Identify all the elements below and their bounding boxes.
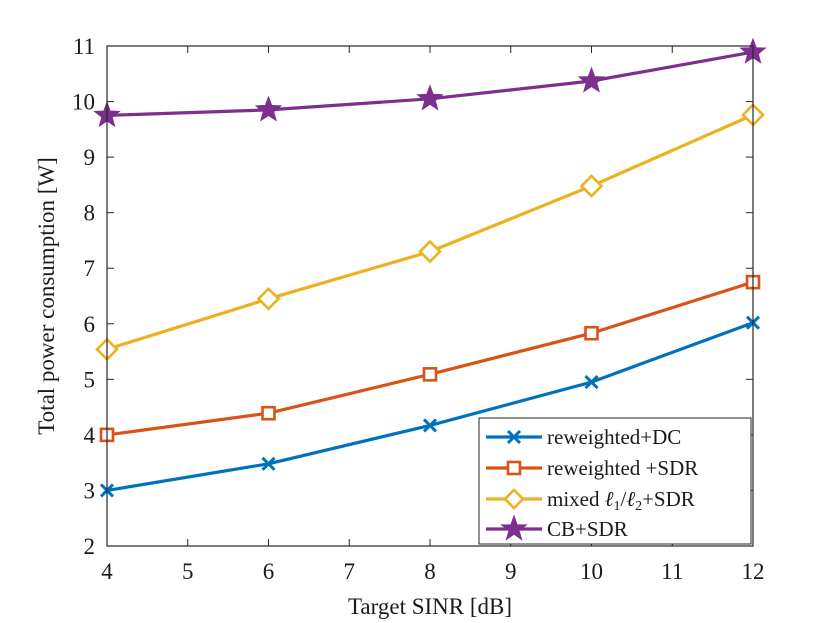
data-point-x-marker bbox=[261, 456, 276, 471]
legend-entry-mixed-l1-l2-sdr: mixed ℓ1/ℓ2+SDR bbox=[486, 487, 695, 514]
x-tick-label: 5 bbox=[182, 559, 194, 584]
y-axis-label: Total power consumption [W] bbox=[34, 157, 59, 435]
legend-label-mixed-l1-l2-sdr: mixed ℓ1/ℓ2+SDR bbox=[547, 487, 695, 514]
data-point-star-marker bbox=[254, 95, 283, 122]
legend-marker-star-icon bbox=[500, 514, 528, 541]
x-tick-label: 4 bbox=[101, 559, 113, 584]
plot-frame bbox=[106, 45, 754, 547]
legend: reweighted+DC reweighted +SDR mixed ℓ1/ℓ… bbox=[478, 417, 752, 545]
x-axis-label: Target SINR [dB] bbox=[348, 594, 512, 619]
y-tick-label: 6 bbox=[84, 312, 96, 337]
x-tick-label: 6 bbox=[263, 559, 275, 584]
legend-label-sub-1: 1 bbox=[614, 499, 621, 514]
x-tick-label: 8 bbox=[424, 559, 436, 584]
x-tick-label: 11 bbox=[661, 559, 683, 584]
legend-label-mixed-suffix: +SDR bbox=[642, 487, 695, 511]
legend-marker-x-icon bbox=[506, 429, 522, 445]
y-tick-label: 7 bbox=[84, 256, 96, 281]
legend-label-ell-2: ℓ bbox=[626, 487, 635, 511]
legend-label-ell-1: ℓ bbox=[605, 487, 614, 511]
x-tick-label: 7 bbox=[344, 559, 356, 584]
legend-label-slash: / bbox=[621, 487, 627, 511]
data-point-diamond-marker bbox=[418, 239, 442, 264]
legend-label-cb-sdr: CB+SDR bbox=[547, 517, 628, 541]
legend-label-mixed-prefix: mixed bbox=[547, 487, 605, 511]
legend-label-reweighted-dc: reweighted+DC bbox=[547, 425, 681, 449]
data-point-square-marker bbox=[584, 325, 599, 341]
x-tick-label: 10 bbox=[580, 559, 603, 584]
data-point-star-marker bbox=[416, 84, 444, 111]
x-tick-label: 9 bbox=[505, 559, 517, 584]
y-tick-label: 3 bbox=[84, 478, 96, 503]
data-point-diamond-marker bbox=[579, 174, 604, 198]
data-point-star-marker bbox=[577, 66, 606, 93]
legend-label-reweighted-sdr: reweighted +SDR bbox=[547, 456, 698, 480]
legend-entry-reweighted-dc: reweighted+DC bbox=[486, 425, 681, 449]
y-tick-label: 9 bbox=[84, 145, 96, 170]
y-tick-label: 11 bbox=[73, 34, 95, 59]
x-tick-label: 12 bbox=[742, 559, 765, 584]
data-point-diamond-marker bbox=[256, 286, 281, 311]
y-tick-label: 8 bbox=[84, 201, 96, 226]
legend-marker-diamond-icon bbox=[503, 488, 525, 510]
y-tick-label: 5 bbox=[84, 367, 96, 392]
data-point-x-marker bbox=[422, 418, 438, 433]
y-tick-label: 10 bbox=[72, 90, 95, 115]
legend-entry-cb-sdr: CB+SDR bbox=[486, 514, 628, 541]
legend-entry-reweighted-sdr: reweighted +SDR bbox=[486, 456, 698, 480]
legend-box bbox=[478, 417, 752, 545]
data-point-square-marker bbox=[261, 405, 276, 421]
legend-label-sub-2: 2 bbox=[635, 499, 642, 514]
y-tick-label: 4 bbox=[84, 423, 96, 448]
legend-marker-square-icon bbox=[506, 460, 522, 476]
data-point-square-marker bbox=[422, 367, 438, 382]
y-tick-label: 2 bbox=[84, 534, 96, 559]
data-point-x-marker bbox=[584, 375, 599, 390]
